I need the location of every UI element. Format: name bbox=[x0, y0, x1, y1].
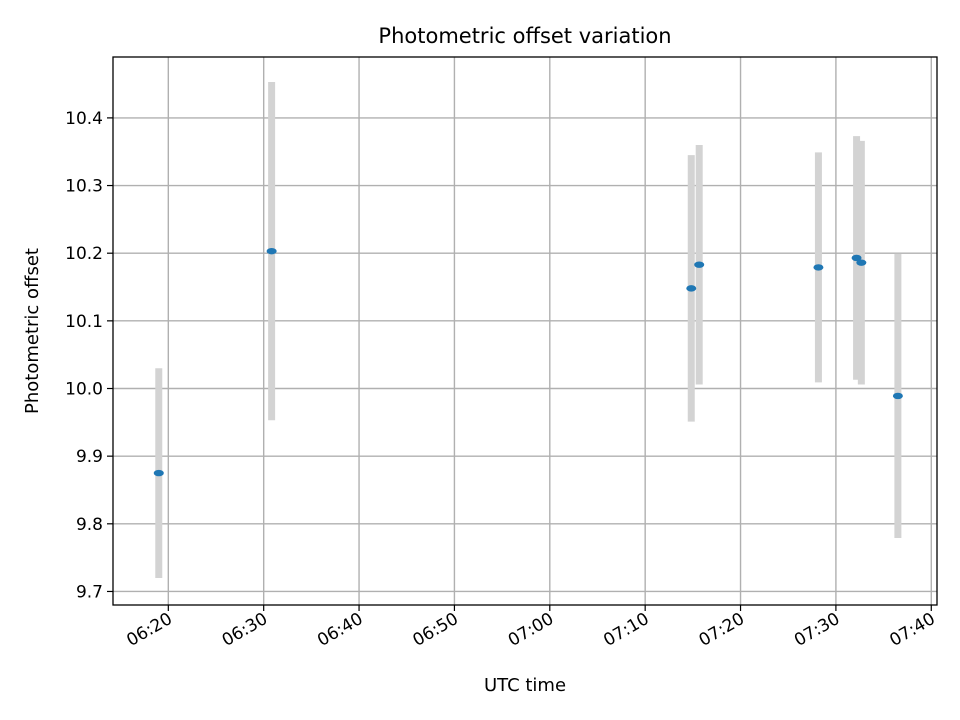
data-point bbox=[813, 264, 823, 270]
y-tick-label: 10.3 bbox=[65, 177, 103, 197]
y-tick-label: 10.2 bbox=[65, 244, 103, 264]
data-point bbox=[686, 285, 696, 291]
x-tick-label: 07:30 bbox=[791, 609, 843, 651]
chart-title: Photometric offset variation bbox=[378, 24, 671, 48]
y-tick-label: 9.7 bbox=[76, 582, 103, 602]
x-tick-label: 06:40 bbox=[314, 609, 366, 651]
plot-area bbox=[113, 57, 937, 605]
x-tick-label: 06:30 bbox=[219, 609, 271, 651]
x-tick-label: 07:00 bbox=[505, 609, 557, 651]
x-tick-label: 07:10 bbox=[600, 609, 652, 651]
data-point bbox=[154, 470, 164, 476]
x-tick-label: 07:40 bbox=[886, 609, 938, 651]
x-axis-ticks: 06:20 06:30 06:40 06:50 07:00 07:10 07:20 07:30… bbox=[123, 605, 938, 651]
x-tick-label: 07:20 bbox=[696, 609, 748, 651]
y-tick-label: 9.8 bbox=[76, 515, 103, 535]
y-axis-ticks: 9.7 9.8 9.9 10.0 10.1 10.2 10.3 10.4 bbox=[65, 109, 113, 603]
x-tick-label: 06:20 bbox=[123, 609, 175, 651]
y-axis-label: Photometric offset bbox=[22, 248, 43, 414]
y-tick-label: 9.9 bbox=[76, 447, 103, 467]
data-point bbox=[694, 261, 704, 267]
x-tick-label: 06:50 bbox=[409, 609, 461, 651]
data-point bbox=[267, 248, 277, 254]
y-tick-label: 10.4 bbox=[65, 109, 103, 129]
y-tick-label: 10.0 bbox=[65, 380, 103, 400]
data-point bbox=[893, 393, 903, 399]
y-tick-label: 10.1 bbox=[65, 312, 103, 332]
x-axis-label: UTC time bbox=[484, 675, 566, 696]
data-point bbox=[856, 259, 866, 265]
